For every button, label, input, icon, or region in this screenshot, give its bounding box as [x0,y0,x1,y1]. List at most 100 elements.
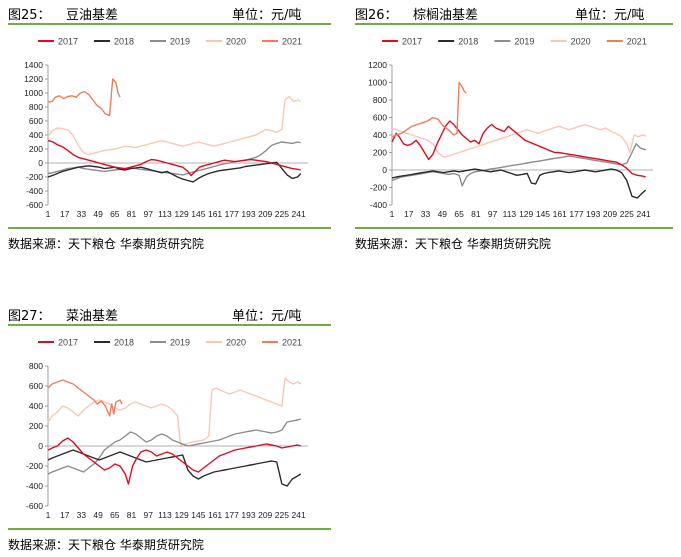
x-tick-label: 161 [208,510,222,520]
series-line-2019 [47,418,301,475]
legend-label-2018: 2018 [114,37,134,47]
x-tick-label: 241 [292,209,306,219]
y-tick-label: -600 [26,501,43,511]
x-tick-label: 193 [241,209,255,219]
series-line-2018 [391,168,647,199]
x-tick-label: 81 [471,209,481,219]
unit-label: 单位：元/吨 [575,8,645,23]
y-tick-label: -400 [370,200,387,210]
x-tick-label: 129 [175,510,189,520]
series-line-2019 [47,141,301,176]
x-tick-label: 49 [438,209,448,219]
y-tick-label: -400 [26,186,43,196]
y-tick-label: 600 [373,113,387,123]
x-tick-label: 17 [404,209,414,219]
x-tick-label: 161 [208,209,222,219]
x-tick-label: 49 [93,209,103,219]
unit-label: 单位：元/吨 [232,8,302,23]
chart-title: 豆油基差 [66,8,119,23]
y-tick-label: 800 [373,95,387,105]
legend-label-2019: 2019 [514,37,534,47]
series-line-2020 [391,123,646,158]
legend-label-2017: 2017 [58,338,78,348]
line-chart: 2017 2018 2019 2020 2021 -400 -200 0 200 400 600 80… [368,37,653,219]
legend-label-2021: 2021 [282,338,302,348]
source-note: 数据来源：天下粮仓 华泰期货研究院 [355,237,551,251]
chart-title: 棕榈油基差 [413,8,479,23]
header-rule [355,23,673,25]
legend-label-2018: 2018 [458,37,478,47]
legend-label-2021: 2021 [627,37,647,47]
x-tick-label: 209 [258,209,272,219]
x-tick-label: 193 [586,209,600,219]
x-tick-label: 193 [241,510,255,520]
series-line-2021 [47,78,121,117]
header-rule [8,324,331,326]
panel-fig26: 图26： 棕榈油基差 单位：元/吨 2017 2018 2019 2020 2021 -4… [355,0,681,255]
y-tick-label: 1200 [24,74,43,84]
panel-header: 图26： 棕榈油基差 单位：元/吨 [355,0,675,23]
legend-label-2019: 2019 [170,338,190,348]
x-tick-label: 241 [636,209,650,219]
series-line-2017 [47,139,301,177]
x-tick-label: 161 [553,209,567,219]
x-tick-label: 1 [390,209,395,219]
x-tick-label: 65 [110,510,120,520]
panel-fig25: 图25： 豆油基差 单位：元/吨 2017 2018 2019 2020 2021 -60… [8,0,333,255]
y-tick-label: 200 [29,144,43,154]
footer-rule [8,227,331,229]
legend: 2017 2018 2019 2020 2021 [38,37,302,47]
figure-number: 图27： [8,309,51,324]
y-tick-label: 200 [29,421,43,431]
x-tick-label: 17 [60,510,70,520]
legend: 2017 2018 2019 2020 2021 [38,338,302,348]
x-tick-label: 209 [603,209,617,219]
x-tick-label: 129 [519,209,533,219]
x-tick-label: 225 [275,209,289,219]
x-tick-label: 33 [77,510,87,520]
panel-header: 图25： 豆油基差 单位：元/吨 [8,0,333,23]
y-tick-label: 800 [29,102,43,112]
panel-fig27: 图27： 菜油基差 单位：元/吨 2017 2018 2019 2020 2021 -60… [8,301,333,557]
legend-label-2018: 2018 [114,338,134,348]
x-tick-label: 33 [421,209,431,219]
x-tick-label: 145 [536,209,550,219]
y-tick-label: 1000 [24,88,43,98]
x-tick-label: 97 [144,209,154,219]
series-line-2021 [47,379,123,417]
x-tick-label: 1 [46,209,51,219]
y-tick-label: 1200 [368,60,387,70]
source-note: 数据来源：天下粮仓 华泰期货研究院 [8,237,204,251]
x-tick-label: 241 [292,510,306,520]
x-tick-label: 145 [191,209,205,219]
y-tick-label: 0 [382,165,387,175]
y-tick-label: 200 [373,148,387,158]
line-chart: 2017 2018 2019 2020 2021 -600 -400 -200 0 200 400 6… [24,37,308,219]
series-line-2020 [47,95,301,156]
x-tick-label: 113 [158,209,172,219]
x-tick-label: 225 [275,510,289,520]
y-tick-label: 800 [29,361,43,371]
legend: 2017 2018 2019 2020 2021 [382,37,647,47]
y-tick-label: 1000 [368,78,387,88]
x-tick-label: 65 [110,209,120,219]
x-tick-label: 209 [258,510,272,520]
legend-label-2019: 2019 [170,37,190,47]
y-axis: -400 -200 0 200 400 600 800 1000 1200 [368,60,393,210]
y-tick-label: 600 [29,381,43,391]
x-tick-label: 33 [77,209,87,219]
legend-label-2020: 2020 [226,37,246,47]
x-axis: 1 17 33 49 65 81 97 113 129 145 161 177 193 209 225 241 [390,209,651,219]
y-tick-label: -400 [26,481,43,491]
y-tick-label: 0 [38,158,43,168]
panel-header: 图27： 菜油基差 单位：元/吨 [8,301,333,324]
x-axis: 1 17 33 49 65 81 97 113 129 145 161 177 193 209 225 241 [46,510,306,520]
x-tick-label: 177 [225,209,239,219]
legend-label-2021: 2021 [282,37,302,47]
y-tick-label: 400 [29,130,43,140]
footer-rule [8,528,331,530]
y-tick-label: -600 [26,200,43,210]
series-line-2019 [391,143,646,187]
series-line-2017 [391,120,646,178]
y-axis: -600 -400 -200 0 200 400 600 800 [26,361,49,511]
